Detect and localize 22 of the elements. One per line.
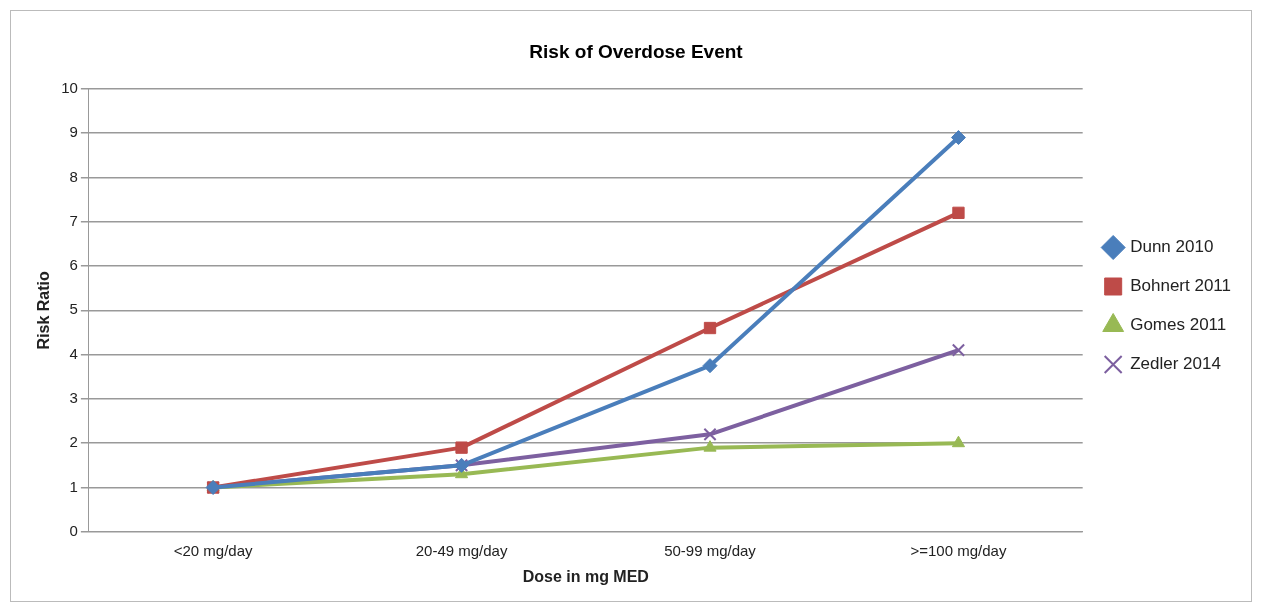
y-tick-label: 7 bbox=[69, 211, 78, 229]
y-tick-label: 4 bbox=[69, 344, 78, 362]
x-tick-label: 20-49 mg/day bbox=[415, 541, 508, 559]
legend-label: Gomes 2011 bbox=[1130, 315, 1227, 335]
y-tick-label: 6 bbox=[69, 256, 78, 274]
x-tick-label: 50-99 mg/day bbox=[664, 541, 757, 559]
y-tick-label: 5 bbox=[69, 300, 78, 318]
y-tick-label: 2 bbox=[69, 433, 78, 451]
y-tick-label: 8 bbox=[69, 167, 78, 185]
y-tick-label: 10 bbox=[61, 78, 78, 96]
y-tick-label: 1 bbox=[69, 477, 78, 495]
legend-label: Zedler 2014 bbox=[1130, 354, 1221, 374]
legend-label: Dunn 2010 bbox=[1130, 237, 1214, 257]
chart-title: Risk of Overdose Event bbox=[529, 40, 744, 62]
x-tick-label: <20 mg/day bbox=[173, 541, 253, 559]
x-axis-title: Dose in mg MED bbox=[522, 567, 649, 585]
y-tick-label: 3 bbox=[69, 389, 78, 407]
legend-label: Bohnert 2011 bbox=[1130, 276, 1232, 296]
y-tick-label: 0 bbox=[69, 521, 78, 539]
y-axis-title: Risk Ratio bbox=[35, 270, 53, 350]
x-tick-label: >=100 mg/day bbox=[910, 541, 1007, 559]
y-tick-label: 9 bbox=[69, 123, 78, 141]
